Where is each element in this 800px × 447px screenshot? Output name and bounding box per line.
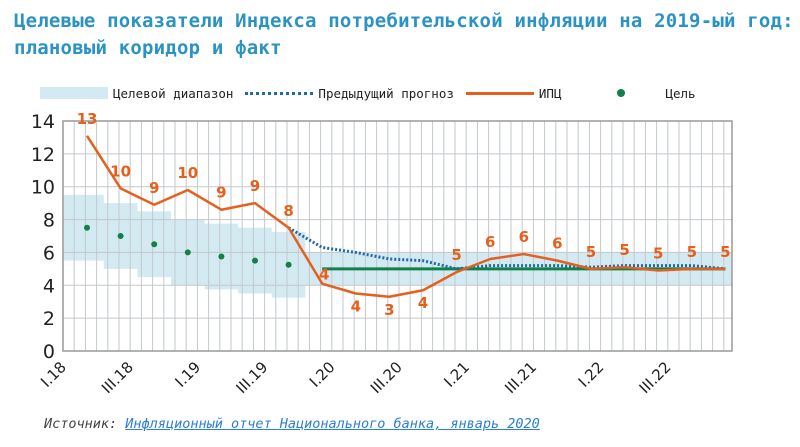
cpi-data-label: 5 xyxy=(653,245,663,263)
x-tick-label: I.18 xyxy=(37,358,70,391)
cpi-data-label: 4 xyxy=(319,266,329,284)
y-tick-label: 2 xyxy=(43,308,55,330)
cpi-data-label: 9 xyxy=(250,177,260,195)
source-link[interactable]: Инфляционный отчет Национального банка, … xyxy=(125,416,540,432)
cpi-data-label: 5 xyxy=(451,246,461,264)
x-tick-label: I.22 xyxy=(575,358,608,391)
target-swatch xyxy=(617,89,626,97)
cpi-data-label: 8 xyxy=(283,202,293,220)
cpi-data-label: 4 xyxy=(351,298,361,316)
y-tick-label: 8 xyxy=(43,210,55,232)
cpi-data-label: 5 xyxy=(720,243,730,261)
chart-title: Целевые показатели Индекса потребительск… xyxy=(14,10,794,59)
x-tick-label: I.19 xyxy=(172,358,205,391)
legend-cpi: ИПЦ xyxy=(465,85,562,101)
source: Источник: Инфляционный отчет Национально… xyxy=(44,416,540,432)
cpi-data-label: 4 xyxy=(418,294,428,312)
y-tick-label: 10 xyxy=(31,177,55,199)
cpi-data-label: 3 xyxy=(384,301,394,319)
target-point xyxy=(84,224,90,231)
band-swatch xyxy=(40,87,108,99)
cpi-data-label: 13 xyxy=(77,110,98,128)
x-tick-label: III.18 xyxy=(98,358,137,397)
target-point xyxy=(218,253,225,260)
cpi-line xyxy=(85,135,726,299)
prev-swatch xyxy=(245,91,314,95)
x-tick-label: III.22 xyxy=(636,358,675,397)
x-tick-label: III.19 xyxy=(232,358,271,397)
target-point xyxy=(151,241,158,248)
legend-target-label: Цель xyxy=(665,85,696,101)
legend: Целевой диапазон Предыдущий прогноз ИПЦ … xyxy=(40,84,708,102)
target-point xyxy=(252,257,258,264)
plot-frame xyxy=(62,120,733,352)
cpi-data-label: 10 xyxy=(110,162,131,180)
source-label: Источник: xyxy=(44,416,118,432)
legend-band: Целевой диапазон xyxy=(40,86,233,101)
legend-target: Цель xyxy=(573,85,696,101)
x-tick-label: III.20 xyxy=(367,358,406,397)
cpi-data-label: 10 xyxy=(177,164,198,182)
cpi-data-label: 5 xyxy=(619,241,629,259)
cpi-data-label: 9 xyxy=(149,179,159,197)
y-tick-label: 12 xyxy=(31,144,55,166)
cpi-data-label: 9 xyxy=(216,184,226,202)
legend-band-label: Целевой диапазон xyxy=(113,85,234,101)
y-tick-label: 6 xyxy=(43,242,55,264)
legend-prev: Предыдущий прогноз xyxy=(245,85,454,101)
cpi-data-label: 6 xyxy=(552,235,562,253)
legend-cpi-label: ИПЦ xyxy=(538,85,562,101)
y-tick-label: 14 xyxy=(31,111,55,133)
previous-forecast-line xyxy=(287,226,726,271)
cpi-data-label: 5 xyxy=(586,243,596,261)
x-tick-label: III.21 xyxy=(501,358,540,397)
cpi-data-label: 6 xyxy=(519,228,529,246)
y-tick-label: 0 xyxy=(43,341,55,363)
y-tick-label: 4 xyxy=(43,275,55,297)
x-tick-label: I.21 xyxy=(440,358,473,391)
target-band xyxy=(63,194,732,298)
cpi-data-label: 6 xyxy=(485,233,495,251)
legend-prev-label: Предыдущий прогноз xyxy=(318,85,454,101)
x-tick-label: I.20 xyxy=(306,358,339,391)
target-point xyxy=(285,261,292,268)
cpi-swatch xyxy=(465,91,534,95)
target-point xyxy=(117,233,124,239)
target-point xyxy=(184,249,191,256)
cpi-data-label: 5 xyxy=(687,243,697,261)
